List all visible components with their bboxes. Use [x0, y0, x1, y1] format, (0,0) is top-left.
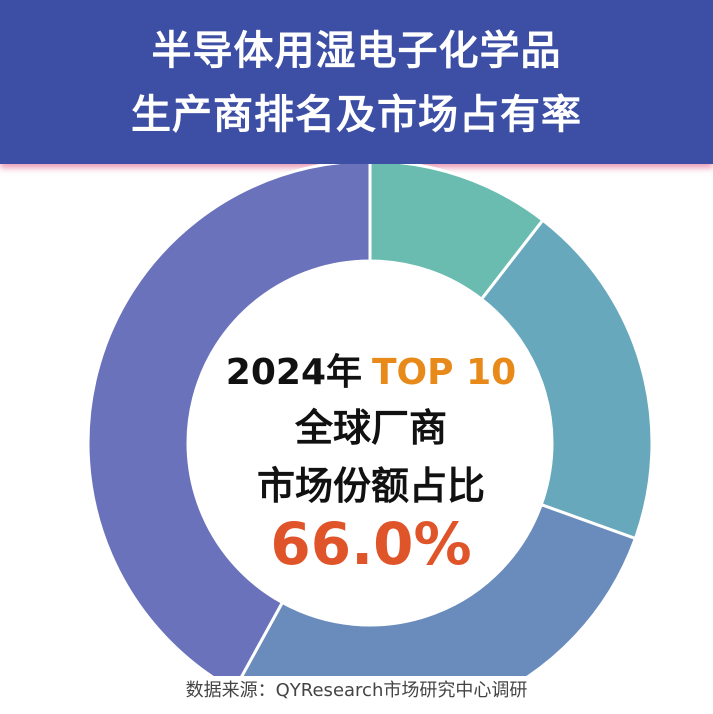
- source-note: 数据来源：QYResearch市场研究中心调研: [185, 680, 528, 701]
- center-year: 2024年: [225, 352, 362, 393]
- title-line-2: 生产商排名及市场占有率: [131, 92, 582, 138]
- center-year-line: 2024年 TOP 10: [206, 343, 536, 395]
- title-line-1: 半导体用湿电子化学品: [151, 28, 562, 74]
- center-line-3: 市场份额占比: [256, 464, 485, 508]
- donut-hole: [188, 261, 552, 625]
- center-line-2: 全球厂商: [294, 406, 447, 450]
- center-value: 66.0%: [270, 510, 472, 578]
- donut-chart: [86, 164, 654, 676]
- header-banner: 半导体用湿电子化学品 生产商排名及市场占有率: [0, 0, 713, 164]
- center-top-label: TOP 10: [372, 352, 517, 393]
